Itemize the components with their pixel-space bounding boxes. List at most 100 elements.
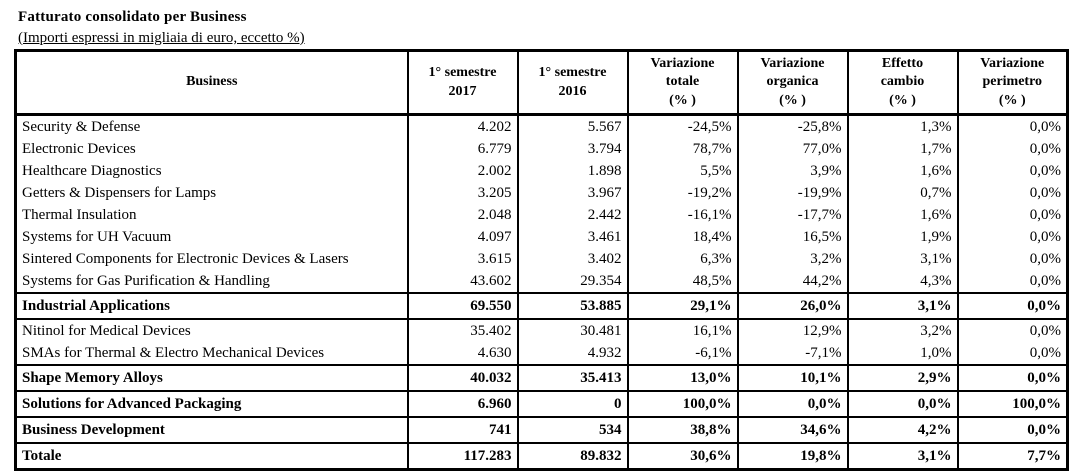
table-row-systems-uh-vacuum: Systems for UH Vacuum 4.097 3.461 18,4% …: [14, 226, 1069, 248]
cell-value: 7,7%: [956, 442, 1069, 471]
cell-value: 29,1%: [626, 292, 739, 320]
cell-value: 3.794: [516, 138, 629, 160]
header-row: Business 1° semestre 2017 1° semestre 20…: [14, 50, 1069, 116]
cell-value: 3,1%: [846, 442, 959, 471]
header-variazione-totale: Variazione totale (% ): [626, 50, 739, 116]
table-row-security-defense: Security & Defense 4.202 5.567 -24,5% -2…: [14, 114, 1069, 138]
row-label: Industrial Applications: [14, 292, 409, 320]
cell-value: 0,0%: [956, 416, 1069, 444]
cell-value: 3,2%: [736, 248, 849, 270]
cell-value: 4.932: [516, 342, 629, 365]
cell-value: 100,0%: [626, 390, 739, 418]
cell-value: 3.205: [406, 182, 519, 204]
cell-value: -6,1%: [626, 342, 739, 365]
table-row-electronic-devices: Electronic Devices 6.779 3.794 78,7% 77,…: [14, 138, 1069, 160]
cell-value: 30,6%: [626, 442, 739, 471]
cell-value: 6.779: [406, 138, 519, 160]
cell-value: 100,0%: [956, 390, 1069, 418]
row-label: Totale: [14, 442, 409, 471]
cell-value: 12,9%: [736, 319, 849, 342]
cell-value: 3.461: [516, 226, 629, 248]
cell-value: 0,0%: [956, 182, 1069, 204]
cell-value: 5,5%: [626, 160, 739, 182]
cell-value: 3.615: [406, 248, 519, 270]
table-row-solutions-advanced-packaging: Solutions for Advanced Packaging 6.960 0…: [14, 390, 1069, 418]
cell-value: 35.413: [516, 364, 629, 392]
table-row-totale: Totale 117.283 89.832 30,6% 19,8% 3,1% 7…: [14, 442, 1069, 471]
row-label: Shape Memory Alloys: [14, 364, 409, 392]
cell-value: 3.402: [516, 248, 629, 270]
cell-value: 13,0%: [626, 364, 739, 392]
table-row-getters-dispensers: Getters & Dispensers for Lamps 3.205 3.9…: [14, 182, 1069, 204]
cell-value: 34,6%: [736, 416, 849, 444]
cell-value: 0,0%: [736, 390, 849, 418]
table-row-thermal-insulation: Thermal Insulation 2.048 2.442 -16,1% -1…: [14, 204, 1069, 226]
cell-value: 741: [406, 416, 519, 444]
cell-value: 3,1%: [846, 248, 959, 270]
cell-value: 1.898: [516, 160, 629, 182]
cell-value: 0,0%: [956, 319, 1069, 342]
header-effetto-cambio: Effetto cambio (% ): [846, 50, 959, 116]
cell-value: 43.602: [406, 270, 519, 293]
cell-value: 89.832: [516, 442, 629, 471]
cell-value: 4.202: [406, 114, 519, 138]
cell-value: 2,9%: [846, 364, 959, 392]
row-label: Systems for Gas Purification & Handling: [14, 270, 409, 293]
cell-value: 0,0%: [956, 292, 1069, 320]
header-business: Business: [14, 50, 409, 116]
cell-value: 48,5%: [626, 270, 739, 293]
cell-value: 1,0%: [846, 342, 959, 365]
cell-value: 69.550: [406, 292, 519, 320]
row-label: Getters & Dispensers for Lamps: [14, 182, 409, 204]
cell-value: 2.002: [406, 160, 519, 182]
row-label: Healthcare Diagnostics: [14, 160, 409, 182]
cell-value: 26,0%: [736, 292, 849, 320]
cell-value: 0,0%: [956, 160, 1069, 182]
cell-value: 5.567: [516, 114, 629, 138]
row-label: SMAs for Thermal & Electro Mechanical De…: [14, 342, 409, 365]
cell-value: 30.481: [516, 319, 629, 342]
cell-value: 1,6%: [846, 160, 959, 182]
cell-value: 0,0%: [956, 226, 1069, 248]
cell-value: -17,7%: [736, 204, 849, 226]
row-label: Nitinol for Medical Devices: [14, 319, 409, 342]
cell-value: -19,2%: [626, 182, 739, 204]
cell-value: 16,1%: [626, 319, 739, 342]
cell-value: 1,7%: [846, 138, 959, 160]
header-variazione-perimetro: Variazione perimetro (% ): [956, 50, 1069, 116]
table-row-industrial-applications-total: Industrial Applications 69.550 53.885 29…: [14, 292, 1069, 320]
cell-value: 4.630: [406, 342, 519, 365]
cell-value: 4,2%: [846, 416, 959, 444]
cell-value: 4,3%: [846, 270, 959, 293]
table-row-shape-memory-alloys-total: Shape Memory Alloys 40.032 35.413 13,0% …: [14, 364, 1069, 392]
cell-value: 2.442: [516, 204, 629, 226]
cell-value: 77,0%: [736, 138, 849, 160]
cell-value: 44,2%: [736, 270, 849, 293]
page-subtitle: (Importi espressi in migliaia di euro, e…: [18, 30, 305, 46]
cell-value: 38,8%: [626, 416, 739, 444]
row-label: Solutions for Advanced Packaging: [14, 390, 409, 418]
header-semestre-2016: 1° semestre 2016: [516, 50, 629, 116]
cell-value: 117.283: [406, 442, 519, 471]
cell-value: 3,2%: [846, 319, 959, 342]
row-label: Business Development: [14, 416, 409, 444]
cell-value: 10,1%: [736, 364, 849, 392]
cell-value: 0,0%: [956, 270, 1069, 293]
table-row-gas-purification: Systems for Gas Purification & Handling …: [14, 270, 1069, 293]
cell-value: -7,1%: [736, 342, 849, 365]
cell-value: 2.048: [406, 204, 519, 226]
table-row-sintered-components: Sintered Components for Electronic Devic…: [14, 248, 1069, 270]
page-title: Fatturato consolidato per Business: [18, 9, 247, 25]
cell-value: -25,8%: [736, 114, 849, 138]
header-variazione-organica: Variazione organica (% ): [736, 50, 849, 116]
cell-value: 6,3%: [626, 248, 739, 270]
cell-value: -24,5%: [626, 114, 739, 138]
row-label: Thermal Insulation: [14, 204, 409, 226]
cell-value: 35.402: [406, 319, 519, 342]
revenue-by-business-table: Business 1° semestre 2017 1° semestre 20…: [14, 49, 1069, 471]
cell-value: 0: [516, 390, 629, 418]
cell-value: -19,9%: [736, 182, 849, 204]
cell-value: 1,3%: [846, 114, 959, 138]
row-label: Sintered Components for Electronic Devic…: [14, 248, 409, 270]
